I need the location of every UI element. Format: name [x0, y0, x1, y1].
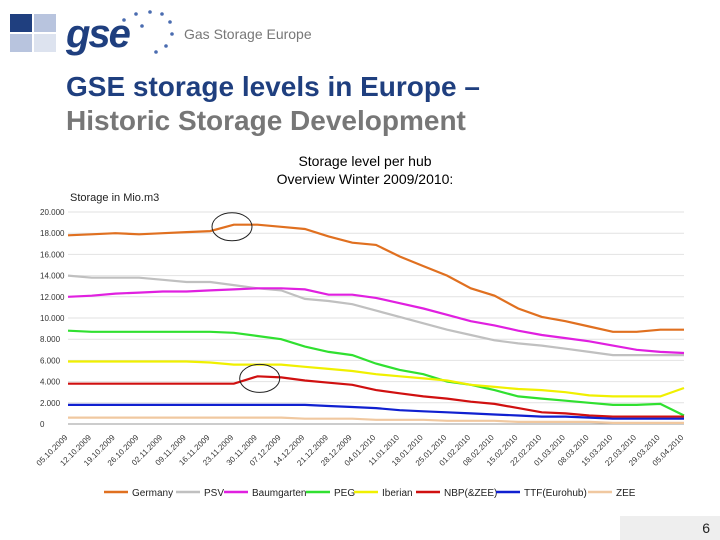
y-tick-label: 4.000: [40, 378, 61, 387]
y-tick-label: 18.000: [40, 229, 65, 238]
y-tick-label: 10.000: [40, 314, 65, 323]
series-line-baumgarten: [67, 287, 685, 355]
annotation-circle: [211, 212, 253, 242]
y-tick-label: 2.000: [40, 399, 61, 408]
chart-title-line2: Overview Winter 2009/2010:: [276, 171, 454, 187]
legend-label: NBP(&ZEE): [444, 488, 497, 499]
legend-label: PEG: [334, 488, 355, 499]
y-tick-label: 8.000: [40, 335, 61, 344]
y-tick-label: 20.000: [40, 208, 65, 217]
series-line-peg: [67, 329, 685, 417]
legend-label: Baumgarten: [252, 488, 306, 499]
legend-label: TTF(Eurohub): [524, 488, 587, 499]
page-title: GSE storage levels in Europe –: [66, 71, 480, 102]
y-tick-label: 0: [40, 420, 45, 429]
logo-squares: [10, 14, 60, 56]
legend-label: Germany: [132, 488, 173, 499]
series-line-zee: [68, 416, 684, 424]
y-tick-label: 14.000: [40, 272, 65, 281]
legend-label: Iberian: [382, 488, 413, 499]
series-line-germany: [67, 223, 684, 333]
brand-logo: gse: [66, 12, 131, 56]
chart-title: Storage level per hub Overview Winter 20…: [240, 152, 490, 188]
series-line-ttf-eurohub-: [68, 403, 684, 420]
y-axis-label: Storage in Mio.m3: [70, 192, 159, 204]
y-tick-label: 16.000: [40, 250, 65, 259]
y-tick-label: 12.000: [40, 293, 65, 302]
chart-title-line1: Storage level per hub: [298, 153, 432, 169]
series-line-nbp-zee-: [68, 375, 684, 418]
page-number-box: 6: [620, 516, 720, 540]
brand-name: Gas Storage Europe: [184, 26, 312, 42]
legend-label: PSV: [204, 488, 224, 499]
page-subtitle: Historic Storage Development: [66, 105, 466, 136]
legend-label: ZEE: [616, 488, 636, 499]
series-line-psv: [67, 274, 684, 357]
annotation-circle: [239, 363, 281, 393]
page-number: 6: [702, 520, 710, 536]
y-tick-label: 6.000: [40, 356, 61, 365]
eu-stars-icon: [122, 10, 174, 54]
storage-line-chart: Storage in Mio.m3 0 2.000 4.000 6.000 8.000 10…: [35, 192, 686, 499]
series-line-iberian: [68, 360, 685, 398]
